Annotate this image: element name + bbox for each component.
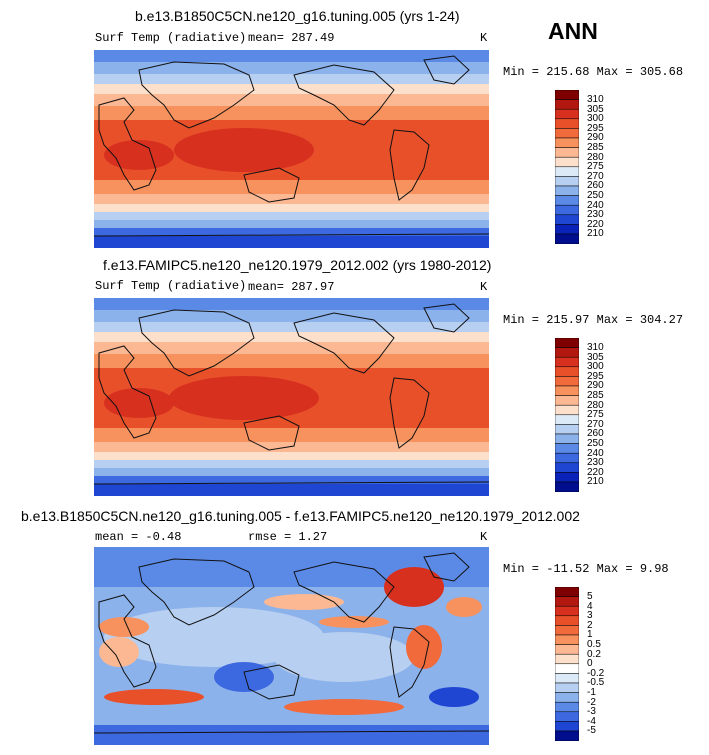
- panel-1-level-label: 290: [587, 132, 604, 144]
- panel-2-units: K: [480, 280, 488, 294]
- panel-2-level-label: 280: [587, 399, 604, 411]
- panel-3-minmax: Min = -11.52 Max = 9.98: [503, 562, 669, 576]
- panel-1-level-label: 220: [587, 218, 604, 230]
- panel-3-level-label: -4: [587, 715, 596, 727]
- panel-2-level-label: 270: [587, 418, 604, 430]
- panel-2-level-label: 300: [587, 361, 604, 373]
- panel-2-minmax: Min = 215.97 Max = 304.27: [503, 313, 684, 327]
- panel-3-title: b.e13.B1850C5CN.ne120_g16.tuning.005 - f…: [21, 508, 580, 524]
- panel-1-colorbar: 310 305 300 295 290 285 280 275 270 260 …: [554, 89, 604, 249]
- panel-3-units: K: [480, 530, 488, 544]
- panel-2-level-label: 305: [587, 351, 604, 363]
- panel-3-level-label: 0.2: [587, 648, 601, 660]
- panel-2-level-label: 290: [587, 380, 604, 392]
- panel-2-level-label: 240: [587, 447, 604, 459]
- panel-2-level-label: 275: [587, 409, 604, 421]
- panel-3-mean: mean = -0.48: [95, 530, 182, 544]
- panel-2-mean: mean= 287.97: [248, 280, 335, 294]
- panel-3-level-label: 3: [587, 610, 593, 622]
- panel-3-level-label: 4: [587, 600, 593, 612]
- panel-3-level-label: -3: [587, 706, 596, 718]
- panel-2-title: f.e13.FAMIPC5.ne120_ne120.1979_2012.002 …: [103, 257, 492, 273]
- panel-1-level-label: 270: [587, 170, 604, 182]
- panel-1-title: b.e13.B1850C5CN.ne120_g16.tuning.005 (yr…: [135, 8, 460, 24]
- panel-1-map: [94, 50, 489, 248]
- panel-3-map: [94, 547, 489, 745]
- panel-2-field-label: Surf Temp (radiative): [95, 279, 247, 293]
- panel-3-level-label: 0.5: [587, 639, 601, 650]
- panel-1-level-label: 295: [587, 122, 604, 134]
- panel-2-level-label: 260: [587, 428, 604, 440]
- panel-3-level-label: -1: [587, 687, 596, 698]
- panel-1-colorbar-swatches: [554, 89, 580, 245]
- panel-3-level-label: -2: [587, 696, 596, 708]
- panel-2-level-label: 230: [587, 457, 604, 469]
- panel-3-colorbar-swatches: [554, 586, 580, 742]
- panel-1-level-label: 240: [587, 199, 604, 211]
- panel-1-level-label: 285: [587, 142, 604, 153]
- panel-3-level-label: 2: [587, 619, 593, 631]
- panel-1-mean: mean= 287.49: [248, 31, 335, 45]
- panel-2-level-label: 285: [587, 390, 604, 401]
- panel-2-colorbar-swatches: [554, 337, 580, 493]
- panel-1-level-label: 250: [587, 190, 604, 201]
- panel-3-level-label: 0: [587, 658, 593, 670]
- panel-2-level-label: 250: [587, 438, 604, 449]
- panel-1-level-label: 310: [587, 94, 604, 105]
- panel-3-level-label: 1: [587, 629, 593, 641]
- panel-3-level-label: -0.5: [587, 677, 605, 689]
- panel-3-level-label: -5: [587, 725, 596, 737]
- season-label: ANN: [548, 18, 598, 44]
- panel-1-level-label: 280: [587, 151, 604, 163]
- panel-3-level-label: -0.2: [587, 667, 605, 679]
- panel-1-level-label: 305: [587, 103, 604, 115]
- panel-3-level-label: 5: [587, 591, 593, 602]
- panel-2-level-label: 210: [587, 476, 604, 488]
- panel-3-rmse: rmse = 1.27: [248, 530, 328, 544]
- panel-1-level-label: 300: [587, 113, 604, 125]
- panel-1-level-label: 210: [587, 228, 604, 240]
- panel-1-field-label: Surf Temp (radiative): [95, 31, 247, 45]
- panel-1-level-label: 260: [587, 180, 604, 192]
- panel-2-map: [94, 298, 489, 496]
- panel-3-colorbar: 5 4 3 2 1 0.5 0.2 0 -0.2 -0.5 -1 -2 -3 -…: [554, 586, 604, 746]
- panel-1-units: K: [480, 31, 488, 45]
- panel-1-level-label: 275: [587, 161, 604, 173]
- panel-1-level-label: 230: [587, 209, 604, 221]
- panel-2-level-label: 295: [587, 370, 604, 382]
- panel-1-minmax: Min = 215.68 Max = 305.68: [503, 65, 684, 79]
- panel-2-colorbar: 310 305 300 295 290 285 280 275 270 260 …: [554, 337, 604, 497]
- panel-2-level-label: 310: [587, 342, 604, 353]
- panel-2-level-label: 220: [587, 466, 604, 478]
